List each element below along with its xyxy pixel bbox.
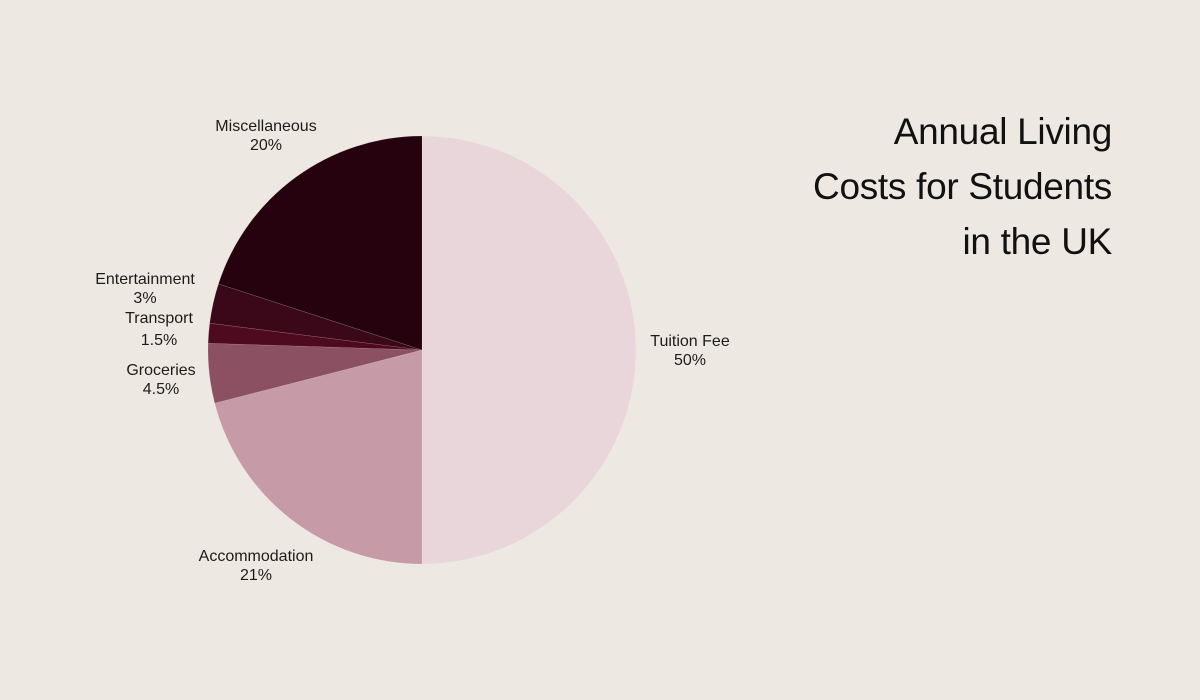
label-groceries-value: 4.5% — [142, 381, 180, 398]
label-tuition-fee-name: Tuition Fee — [650, 333, 730, 350]
pie-slice-tuition-fee — [421, 135, 637, 565]
pie-slice-groceries — [207, 342, 423, 404]
label-entertainment-value: 3% — [133, 290, 157, 307]
label-miscellaneous-value: 20% — [249, 137, 283, 154]
chart-title: Annual Living Costs for Students in the … — [813, 104, 1112, 269]
label-groceries-name: Groceries — [126, 362, 196, 379]
label-accommodation-value: 21% — [239, 567, 273, 584]
label-miscellaneous-name: Miscellaneous — [215, 118, 317, 135]
chart-title-line-2: Costs for Students — [813, 166, 1112, 207]
label-miscellaneous: Miscellaneous 20% — [215, 117, 316, 155]
label-transport: Transport 1.5% — [125, 309, 193, 350]
chart-title-line-1: Annual Living — [893, 111, 1113, 152]
chart-title-line-3: in the UK — [962, 221, 1113, 262]
label-groceries: Groceries 4.5% — [126, 361, 195, 399]
label-tuition-fee: Tuition Fee 50% — [650, 332, 729, 370]
pie-slice-entertainment — [209, 283, 423, 351]
pie-slice-miscellaneous — [218, 135, 423, 351]
label-transport-value: 1.5% — [140, 332, 178, 349]
label-tuition-fee-value: 50% — [673, 352, 707, 369]
label-entertainment-name: Entertainment — [95, 271, 195, 288]
label-accommodation-name: Accommodation — [198, 548, 314, 565]
label-transport-name: Transport — [125, 310, 193, 327]
label-accommodation: Accommodation 21% — [199, 547, 314, 585]
pie-slice-transport — [207, 322, 423, 351]
pie-slice-accommodation — [214, 349, 423, 565]
label-entertainment: Entertainment 3% — [95, 270, 195, 308]
